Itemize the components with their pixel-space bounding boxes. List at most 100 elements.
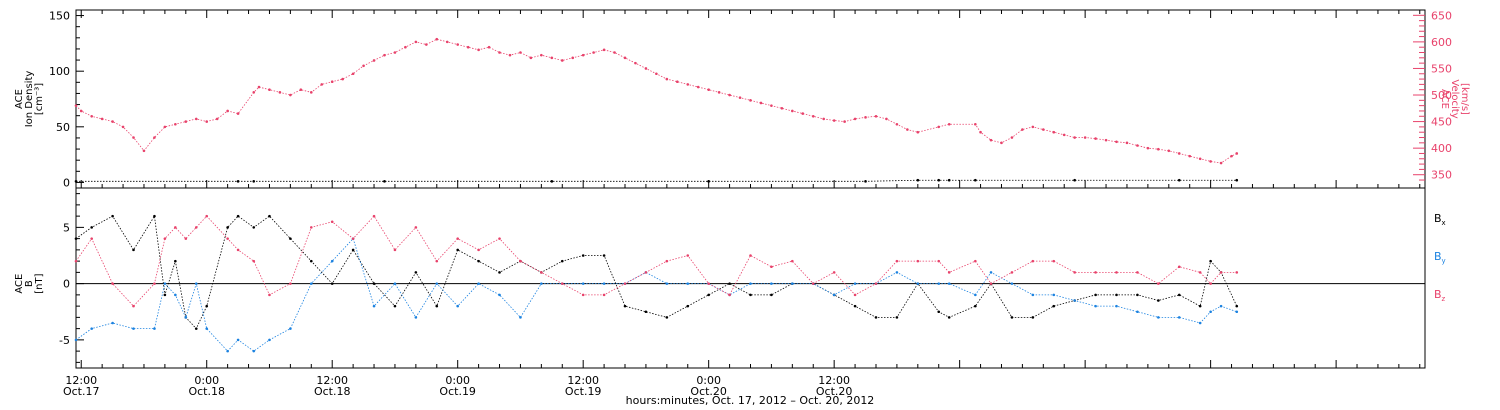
bz-point: [947, 271, 951, 274]
velocity-point: [1073, 136, 1076, 139]
bz-point: [1010, 271, 1014, 274]
density-point: [1177, 178, 1181, 182]
by-point: [226, 349, 229, 353]
b-field-tick-label: 0: [63, 278, 70, 291]
by-point: [1177, 316, 1181, 319]
density-point: [937, 178, 941, 182]
by-point: [477, 282, 480, 285]
velocity-point: [916, 130, 920, 134]
density-axis-title-line: Ion Density: [24, 71, 35, 128]
bx-point: [174, 259, 177, 263]
bz-point: [289, 282, 292, 285]
by-point: [435, 282, 439, 285]
by-series-trace: [75, 237, 1237, 352]
velocity-point: [1219, 161, 1223, 165]
bx-point: [1136, 293, 1139, 297]
bx-point: [853, 304, 857, 308]
velocity-point: [560, 59, 564, 62]
density-point: [383, 180, 386, 183]
bz-point: [811, 282, 815, 285]
velocity-tick-label: 550: [1431, 62, 1452, 75]
by-point: [330, 259, 334, 263]
bz-series-trace: [75, 215, 1237, 307]
by-point: [665, 282, 669, 285]
by-point: [1235, 310, 1239, 314]
bx-point: [268, 214, 271, 218]
bottom-panel-frame: [75, 187, 1426, 369]
bx-point: [414, 271, 418, 274]
b-field-axis-title-line: ACE: [14, 274, 25, 294]
bz-point: [937, 259, 941, 263]
bx-point: [974, 304, 977, 308]
bz-point: [1219, 271, 1223, 274]
velocity-point: [1188, 154, 1192, 158]
date-tick-label: Oct.20: [816, 385, 853, 398]
by-point: [498, 293, 501, 297]
velocity-axis-title-line: [km/s]: [1459, 83, 1470, 115]
b-field-tick-label: 5: [63, 221, 70, 234]
bz-point: [111, 282, 114, 285]
velocity-point: [383, 53, 386, 57]
velocity-point: [1167, 149, 1171, 153]
velocity-axis-title: ACE Velocity [km/s]: [1439, 79, 1470, 118]
bz-point: [540, 271, 543, 274]
bx-point: [1052, 304, 1056, 308]
density-point: [252, 180, 256, 183]
by-point: [1198, 321, 1202, 325]
velocity-point: [194, 117, 198, 121]
velocity-point: [393, 51, 397, 54]
bz-point: [519, 259, 522, 263]
date-tick-label: Oct.20: [690, 385, 727, 398]
bx-point: [194, 327, 198, 330]
density-tick-label: 150: [49, 10, 70, 23]
by-point: [194, 282, 198, 285]
by-point: [1073, 299, 1076, 302]
by-point: [74, 338, 78, 342]
velocity-point: [947, 122, 951, 126]
bx-point: [644, 310, 648, 314]
velocity-tick-label: 650: [1431, 9, 1452, 22]
bx-point: [205, 304, 209, 308]
velocity-point: [456, 43, 459, 46]
velocity-point: [717, 91, 721, 94]
velocity-point: [1230, 154, 1233, 158]
velocity-tick-label: 500: [1431, 89, 1452, 102]
velocity-point: [215, 117, 219, 121]
bz-point: [194, 226, 198, 229]
velocity-point: [1021, 128, 1024, 131]
bx-point: [1031, 316, 1035, 319]
by-point: [456, 304, 459, 308]
velocity-point: [728, 93, 731, 97]
velocity-point: [1115, 140, 1118, 144]
velocity-point: [362, 64, 365, 68]
bz-point: [153, 282, 156, 285]
velocity-point: [74, 104, 78, 107]
bz-point: [623, 282, 627, 285]
velocity-point: [309, 91, 313, 94]
bz-point: [351, 237, 355, 240]
bx-point: [309, 259, 313, 263]
bz-point: [989, 282, 993, 285]
by-point: [1010, 282, 1014, 285]
density-point: [916, 178, 920, 182]
velocity-point: [498, 51, 501, 54]
by-point: [1219, 304, 1223, 308]
bz-point: [974, 259, 977, 263]
bx-point: [1209, 259, 1212, 263]
velocity-point: [477, 48, 480, 52]
velocity-point: [885, 117, 888, 121]
bz-point: [644, 271, 648, 274]
bx-point: [770, 293, 773, 297]
bz-point: [1136, 271, 1139, 274]
bx-point: [393, 304, 397, 308]
velocity-point: [174, 122, 177, 126]
bz-point: [1157, 282, 1160, 285]
time-tick-label: 12:00: [818, 374, 850, 387]
by-point: [519, 316, 522, 319]
bx-point: [456, 248, 459, 252]
bx-point: [330, 282, 334, 285]
b-field-axis-title-line: [nT]: [34, 273, 45, 293]
date-tick-label: Oct.19: [565, 385, 602, 398]
by-point: [853, 282, 857, 285]
